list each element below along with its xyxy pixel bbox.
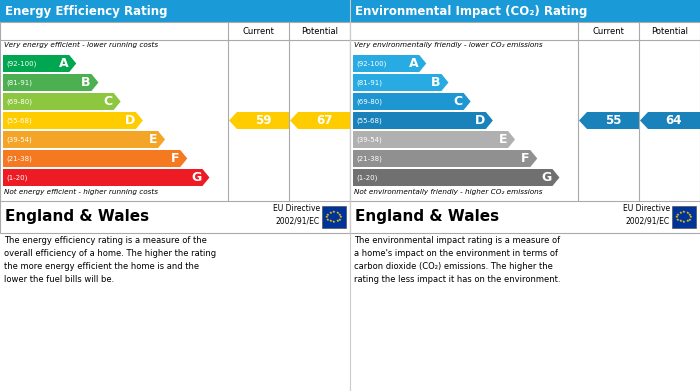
Text: C: C bbox=[454, 95, 463, 108]
Text: (69-80): (69-80) bbox=[356, 98, 382, 105]
Text: (39-54): (39-54) bbox=[6, 136, 32, 143]
Polygon shape bbox=[353, 169, 559, 186]
Text: E: E bbox=[148, 133, 157, 146]
Text: C: C bbox=[104, 95, 113, 108]
Text: ★: ★ bbox=[335, 211, 340, 215]
Text: 59: 59 bbox=[255, 114, 272, 127]
Polygon shape bbox=[353, 112, 493, 129]
Text: Potential: Potential bbox=[301, 27, 338, 36]
Polygon shape bbox=[3, 131, 165, 148]
Bar bbox=[350, 22, 700, 233]
Polygon shape bbox=[353, 74, 449, 91]
Text: ★: ★ bbox=[332, 220, 336, 224]
Text: ★: ★ bbox=[332, 210, 336, 214]
Text: (21-38): (21-38) bbox=[356, 155, 382, 162]
Text: ★: ★ bbox=[676, 217, 680, 221]
Text: ★: ★ bbox=[688, 212, 692, 217]
Text: E: E bbox=[498, 133, 507, 146]
Text: ★: ★ bbox=[685, 219, 690, 223]
Polygon shape bbox=[3, 93, 120, 110]
Text: (39-54): (39-54) bbox=[356, 136, 382, 143]
Polygon shape bbox=[229, 112, 289, 129]
Text: ★: ★ bbox=[338, 217, 342, 221]
Text: (69-80): (69-80) bbox=[6, 98, 32, 105]
Text: Current: Current bbox=[593, 27, 624, 36]
Text: Environmental Impact (CO₂) Rating: Environmental Impact (CO₂) Rating bbox=[355, 5, 587, 18]
Polygon shape bbox=[3, 169, 209, 186]
Text: ★: ★ bbox=[339, 215, 343, 219]
Text: The energy efficiency rating is a measure of the
overall efficiency of a home. T: The energy efficiency rating is a measur… bbox=[4, 236, 216, 283]
Text: (81-91): (81-91) bbox=[356, 79, 382, 86]
Text: D: D bbox=[475, 114, 485, 127]
Text: 67: 67 bbox=[316, 114, 332, 127]
Text: F: F bbox=[171, 152, 179, 165]
Text: ★: ★ bbox=[682, 220, 686, 224]
Text: ★: ★ bbox=[689, 215, 693, 219]
Polygon shape bbox=[353, 55, 426, 72]
Text: Potential: Potential bbox=[651, 27, 688, 36]
Text: B: B bbox=[431, 76, 440, 89]
Text: Not environmentally friendly - higher CO₂ emissions: Not environmentally friendly - higher CO… bbox=[354, 189, 542, 195]
Text: (55-68): (55-68) bbox=[356, 117, 382, 124]
Text: F: F bbox=[521, 152, 529, 165]
Text: EU Directive
2002/91/EC: EU Directive 2002/91/EC bbox=[623, 204, 670, 226]
Text: ★: ★ bbox=[685, 211, 690, 215]
Bar bbox=[350, 0, 700, 22]
Text: ★: ★ bbox=[328, 211, 332, 215]
Polygon shape bbox=[353, 150, 538, 167]
Text: ★: ★ bbox=[678, 219, 682, 223]
Text: D: D bbox=[125, 114, 135, 127]
Text: (92-100): (92-100) bbox=[6, 60, 36, 67]
Polygon shape bbox=[353, 131, 515, 148]
Bar bbox=[0, 0, 350, 22]
Bar bbox=[672, 206, 696, 228]
Text: (81-91): (81-91) bbox=[6, 79, 32, 86]
Bar bbox=[0, 22, 350, 233]
Polygon shape bbox=[640, 112, 700, 129]
Text: Very environmentally friendly - lower CO₂ emissions: Very environmentally friendly - lower CO… bbox=[354, 42, 542, 48]
Text: A: A bbox=[409, 57, 419, 70]
Text: 64: 64 bbox=[666, 114, 682, 127]
Text: ★: ★ bbox=[688, 217, 692, 221]
Text: EU Directive
2002/91/EC: EU Directive 2002/91/EC bbox=[273, 204, 320, 226]
Text: ★: ★ bbox=[338, 212, 342, 217]
Text: Not energy efficient - higher running costs: Not energy efficient - higher running co… bbox=[4, 189, 158, 195]
Text: ★: ★ bbox=[325, 215, 329, 219]
Polygon shape bbox=[353, 93, 470, 110]
Polygon shape bbox=[3, 150, 188, 167]
Polygon shape bbox=[290, 112, 350, 129]
Text: England & Wales: England & Wales bbox=[5, 210, 149, 224]
Text: ★: ★ bbox=[326, 212, 330, 217]
Text: The environmental impact rating is a measure of
a home's impact on the environme: The environmental impact rating is a mea… bbox=[354, 236, 561, 283]
Text: ★: ★ bbox=[678, 211, 682, 215]
Text: G: G bbox=[191, 171, 202, 184]
Text: (21-38): (21-38) bbox=[6, 155, 32, 162]
Polygon shape bbox=[3, 55, 76, 72]
Polygon shape bbox=[3, 112, 143, 129]
Text: 55: 55 bbox=[605, 114, 622, 127]
Text: ★: ★ bbox=[675, 215, 679, 219]
Text: ★: ★ bbox=[328, 219, 332, 223]
Text: ★: ★ bbox=[682, 210, 686, 214]
Bar bbox=[322, 206, 346, 228]
Text: (92-100): (92-100) bbox=[356, 60, 386, 67]
Text: (55-68): (55-68) bbox=[6, 117, 32, 124]
Text: Energy Efficiency Rating: Energy Efficiency Rating bbox=[5, 5, 167, 18]
Text: England & Wales: England & Wales bbox=[355, 210, 499, 224]
Text: ★: ★ bbox=[326, 217, 330, 221]
Text: (1-20): (1-20) bbox=[356, 174, 377, 181]
Text: (1-20): (1-20) bbox=[6, 174, 27, 181]
Text: Current: Current bbox=[243, 27, 274, 36]
Text: G: G bbox=[541, 171, 552, 184]
Polygon shape bbox=[3, 74, 99, 91]
Text: ★: ★ bbox=[335, 219, 340, 223]
Text: A: A bbox=[59, 57, 69, 70]
Text: Very energy efficient - lower running costs: Very energy efficient - lower running co… bbox=[4, 42, 158, 48]
Text: ★: ★ bbox=[676, 212, 680, 217]
Text: B: B bbox=[81, 76, 90, 89]
Polygon shape bbox=[579, 112, 639, 129]
